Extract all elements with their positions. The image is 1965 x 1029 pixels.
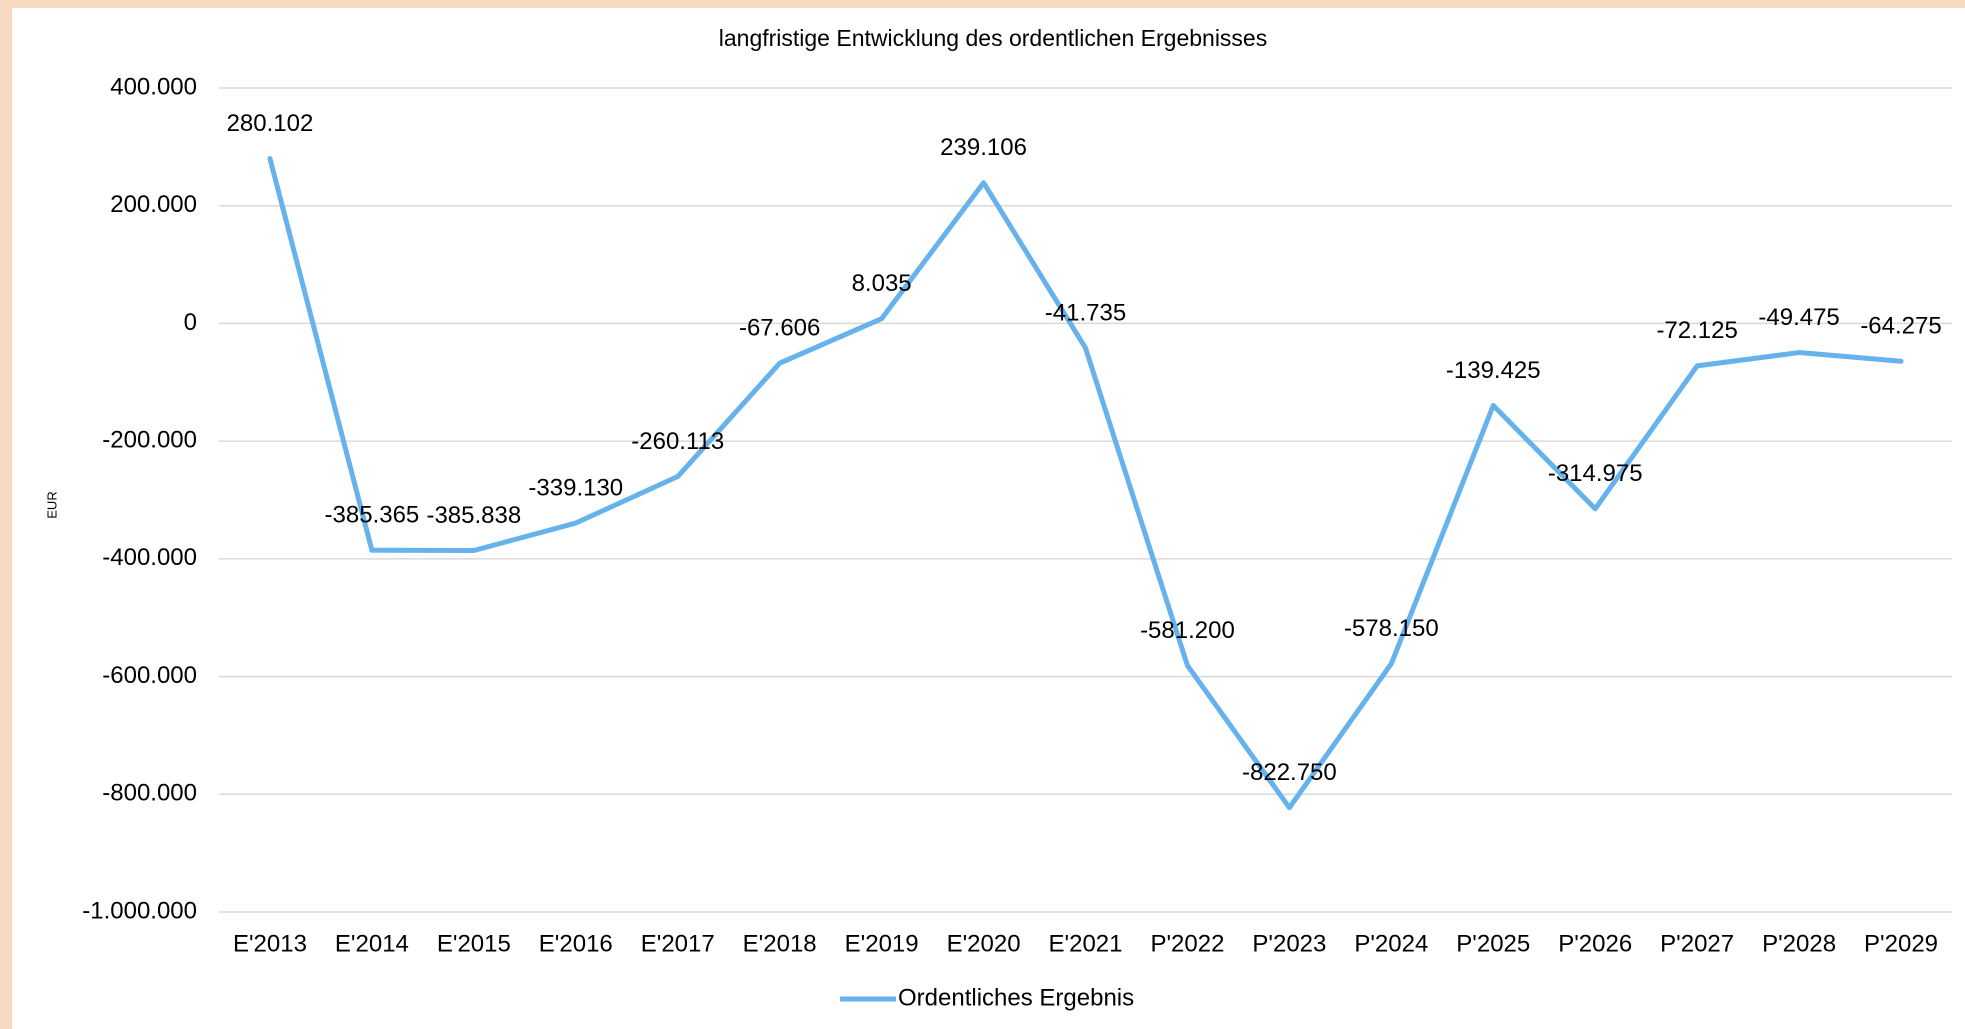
x-tick-label: P'2029: [1864, 930, 1938, 957]
x-tick-label: E'2015: [437, 930, 511, 957]
chart-title: langfristige Entwicklung des ordentliche…: [719, 25, 1267, 51]
y-tick-label: 400.000: [110, 73, 197, 100]
data-label: -339.130: [528, 474, 623, 501]
legend-label: Ordentliches Ergebnis: [898, 984, 1134, 1011]
x-tick-label: E'2017: [641, 930, 715, 957]
x-tick-label: E'2019: [845, 930, 919, 957]
x-tick-label: E'2013: [233, 930, 307, 957]
x-tick-label: P'2023: [1252, 930, 1326, 957]
y-tick-label: 200.000: [110, 191, 197, 218]
x-tick-label: P'2022: [1150, 930, 1224, 957]
data-label: -385.365: [325, 502, 420, 529]
y-tick-label: -200.000: [102, 426, 197, 453]
x-tick-label: E'2018: [743, 930, 817, 957]
data-label: -578.150: [1344, 615, 1439, 642]
x-tick-label: E'2014: [335, 930, 409, 957]
y-tick-label: -600.000: [102, 662, 197, 689]
data-label: 239.106: [940, 134, 1027, 161]
data-label: -822.750: [1242, 759, 1337, 786]
series-line: [267, 156, 1904, 811]
data-label: -385.838: [426, 502, 521, 529]
x-tick-label: E'2021: [1049, 930, 1123, 957]
data-label: -67.606: [739, 315, 820, 342]
y-tick-label: 0: [184, 309, 197, 336]
x-tick-label: P'2026: [1558, 930, 1632, 957]
y-tick-label: -400.000: [102, 544, 197, 571]
data-label: -139.425: [1446, 357, 1541, 384]
y-tick-label: -800.000: [102, 780, 197, 807]
data-label: -581.200: [1140, 617, 1235, 644]
data-label: -41.735: [1045, 299, 1126, 326]
data-label: -260.113: [631, 428, 724, 455]
x-tick-label: P'2028: [1762, 930, 1836, 957]
x-tick-label: P'2027: [1660, 930, 1734, 957]
x-tick-label: P'2024: [1354, 930, 1428, 957]
data-label: 8.035: [852, 270, 912, 297]
y-tick-label: -1.000.000: [82, 897, 197, 924]
x-tick-label: E'2020: [947, 930, 1021, 957]
data-label: -72.125: [1656, 317, 1737, 344]
y-axis-label: EUR: [44, 491, 59, 518]
data-label: -314.975: [1548, 460, 1643, 487]
data-label: -49.475: [1758, 304, 1839, 331]
chart-area: [12, 8, 1965, 1029]
data-label: -64.275: [1860, 313, 1941, 340]
x-tick-label: E'2016: [539, 930, 613, 957]
x-tick-label: P'2025: [1456, 930, 1530, 957]
data-label: 280.102: [227, 110, 314, 137]
